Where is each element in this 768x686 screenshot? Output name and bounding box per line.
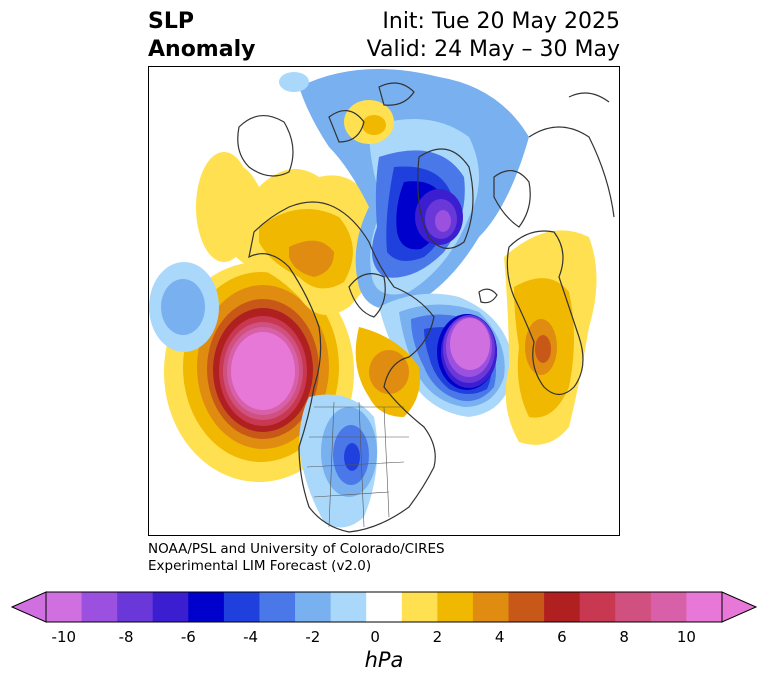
- credit-line1: NOAA/PSL and University of Colorado/CIRE…: [148, 541, 445, 557]
- map-svg: [149, 69, 615, 533]
- colorbar-segment: [295, 592, 332, 622]
- colorbar-segment: [188, 592, 225, 622]
- negative-anomaly-north-atlantic: [379, 293, 514, 417]
- colorbar-segment: [686, 592, 723, 622]
- colorbar-tick-label: 0: [370, 628, 380, 646]
- colorbar-tick-label: -8: [118, 628, 134, 646]
- colorbar-unit: hPa: [364, 648, 404, 672]
- credit-text: NOAA/PSL and University of Colorado/CIRE…: [148, 541, 445, 575]
- title-left: SLP Anomaly: [148, 8, 255, 64]
- coastlines: [237, 82, 615, 533]
- colorbar-tick-labels: -10 -8 -6 -4 -2 0 2 4 6 8 10: [0, 628, 768, 648]
- colorbar-segment: [472, 592, 510, 622]
- credit-line2: Experimental LIM Forecast (v2.0): [148, 558, 372, 574]
- colorbar-segment: [46, 592, 83, 622]
- negative-anomaly-central-us: [299, 394, 378, 528]
- positive-anomaly-northeast-pacific: [164, 262, 354, 482]
- colorbar-segment: [152, 592, 189, 622]
- colorbar-segments: [10, 591, 758, 623]
- colorbar-extend-max: [721, 591, 758, 623]
- colorbar-segment: [544, 592, 581, 622]
- colorbar-segment: [508, 592, 545, 622]
- valid-range: Valid: 24 May – 30 May: [366, 37, 620, 62]
- init-date: Init: Tue 20 May 2025: [382, 9, 620, 34]
- colorbar-tick-label: -10: [51, 628, 77, 646]
- colorbar-segment: [330, 592, 367, 622]
- colorbar-segment: [366, 592, 403, 622]
- title-anomaly: Anomaly: [148, 37, 256, 62]
- colorbar-segment: [259, 592, 296, 622]
- colorbar-border: [45, 591, 723, 623]
- colorbar-segment: [81, 592, 118, 622]
- anomaly-map: [148, 66, 620, 536]
- title-slp: SLP: [148, 9, 194, 34]
- colorbar-tick-label: 8: [619, 628, 629, 646]
- colorbar-segment: [223, 592, 260, 622]
- colorbar-tick-label: -6: [180, 628, 196, 646]
- colorbar-extend-min: [10, 591, 47, 623]
- colorbar-segment: [615, 592, 652, 622]
- colorbar-tick-label: -2: [305, 628, 321, 646]
- colorbar-tick-label: 4: [494, 628, 505, 646]
- colorbar-tick-label: 6: [557, 628, 567, 646]
- colorbar-segment: [117, 592, 154, 622]
- colorbar-tick-label: -4: [243, 628, 259, 646]
- colorbar: [10, 591, 758, 623]
- colorbar-segment: [650, 592, 687, 622]
- us-state-borders: [306, 401, 409, 528]
- colorbar-tick-label: 10: [676, 628, 696, 646]
- title-right: Init: Tue 20 May 2025 Valid: 24 May – 30…: [367, 8, 620, 64]
- colorbar-tick-label: 2: [432, 628, 443, 646]
- anomaly-contours: [149, 69, 597, 528]
- colorbar-segment: [579, 592, 616, 622]
- positive-anomaly-europe: [504, 230, 597, 445]
- colorbar-segment: [401, 592, 438, 622]
- colorbar-segment: [437, 592, 474, 622]
